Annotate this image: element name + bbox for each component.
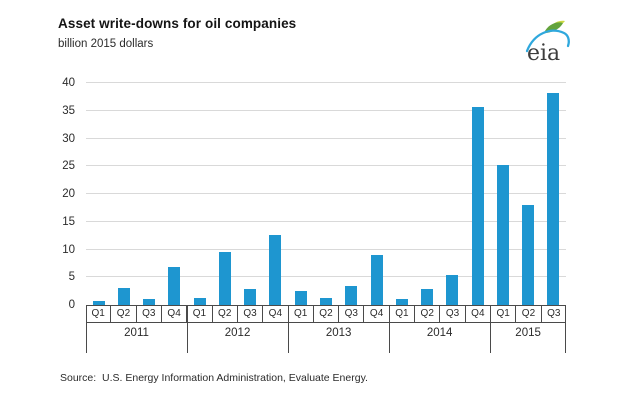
x-axis-quarter-label: Q2 bbox=[312, 306, 338, 322]
source-note: Source: U.S. Energy Information Administ… bbox=[60, 372, 368, 384]
y-axis-label: 25 bbox=[62, 160, 75, 173]
gridline bbox=[86, 165, 566, 167]
y-axis-label: 35 bbox=[62, 104, 75, 117]
x-axis-quarter-label: Q3 bbox=[540, 306, 566, 322]
x-axis-quarter-label: Q4 bbox=[363, 306, 388, 322]
x-axis-quarter-row: Q1 Q2 Q3 Q4 Q1 Q2 Q3 Q4 Q1 Q2 Q3 Q4 Q1 Q2 Q3 Q4 Q1 Q2 Q3 bbox=[86, 306, 566, 323]
bar bbox=[496, 165, 509, 305]
x-axis-quarter-label: Q1 bbox=[91, 308, 105, 319]
bar bbox=[143, 298, 156, 305]
eia-logo-text: eia bbox=[527, 41, 560, 64]
year-divider bbox=[389, 306, 391, 353]
y-axis-label: 5 bbox=[68, 271, 75, 284]
bar bbox=[395, 298, 408, 305]
bar bbox=[117, 288, 130, 305]
year-divider bbox=[187, 306, 189, 353]
x-axis-quarter-label: Q2 bbox=[110, 306, 135, 322]
x-axis-quarter-label: Q4 bbox=[262, 306, 287, 322]
bar bbox=[345, 286, 358, 305]
x-axis-quarter-label: Q2 bbox=[414, 306, 439, 322]
x-axis-quarter-label: Q2 bbox=[515, 306, 540, 322]
plot-area bbox=[86, 82, 566, 306]
x-axis-quarter-label: Q4 bbox=[160, 306, 186, 322]
x-axis-year-label: 2011 bbox=[124, 327, 149, 339]
chart-title: Asset write-downs for oil companies bbox=[58, 16, 297, 31]
bar bbox=[92, 301, 105, 305]
y-axis-label: 10 bbox=[62, 243, 75, 256]
year-divider bbox=[565, 306, 566, 353]
y-axis-label: 15 bbox=[62, 215, 75, 228]
x-axis-quarter-label: Q3 bbox=[135, 306, 161, 322]
y-axis-label: 20 bbox=[62, 188, 75, 200]
bar bbox=[193, 297, 206, 305]
x-axis-quarter-label: Q1 bbox=[186, 306, 211, 322]
gridline bbox=[86, 82, 566, 83]
bar bbox=[370, 254, 383, 305]
bar bbox=[218, 252, 231, 305]
eia-logo-blue-swoosh bbox=[525, 29, 570, 53]
x-axis-quarter-label: Q4 bbox=[464, 306, 490, 322]
x-axis-year-label: 2015 bbox=[515, 327, 541, 339]
bar bbox=[294, 291, 307, 305]
chart-unit-label: billion 2015 dollars bbox=[58, 38, 154, 50]
x-axis-year-label: 2012 bbox=[224, 327, 251, 339]
x-axis-quarter-label: Q3 bbox=[338, 306, 363, 322]
bar bbox=[421, 288, 434, 305]
gridline bbox=[86, 220, 566, 222]
x-axis-year-label: 2014 bbox=[426, 327, 453, 339]
bar bbox=[522, 205, 535, 305]
y-axis-label: 0 bbox=[68, 299, 75, 311]
x-axis-quarter-label: Q3 bbox=[439, 306, 464, 322]
bar bbox=[168, 267, 181, 305]
x-axis-year-label: 2013 bbox=[325, 327, 352, 339]
bar bbox=[269, 235, 282, 305]
year-divider bbox=[86, 306, 87, 353]
y-axis-label: 30 bbox=[62, 132, 75, 145]
gridline bbox=[86, 193, 566, 194]
x-axis-quarter-label: Q1 bbox=[490, 306, 515, 322]
y-axis: 0 5 10 15 20 25 30 35 40 bbox=[36, 77, 75, 311]
year-divider bbox=[490, 306, 492, 353]
x-axis-quarter-label: Q2 bbox=[211, 306, 237, 322]
bar bbox=[471, 107, 484, 305]
gridline bbox=[86, 137, 566, 139]
bar bbox=[320, 298, 332, 305]
bar bbox=[446, 275, 459, 305]
x-axis-quarter-label: Q3 bbox=[236, 306, 262, 322]
gridline bbox=[86, 248, 566, 250]
gridline bbox=[86, 109, 566, 111]
y-axis-label: 40 bbox=[62, 77, 75, 89]
bar bbox=[547, 93, 560, 305]
x-axis-quarter-label: Q1 bbox=[388, 306, 414, 322]
x-axis-quarter-label: Q1 bbox=[287, 306, 313, 322]
gridline bbox=[86, 276, 566, 278]
year-divider bbox=[288, 306, 290, 353]
bar bbox=[244, 289, 257, 305]
eia-logo: eia bbox=[525, 20, 570, 64]
